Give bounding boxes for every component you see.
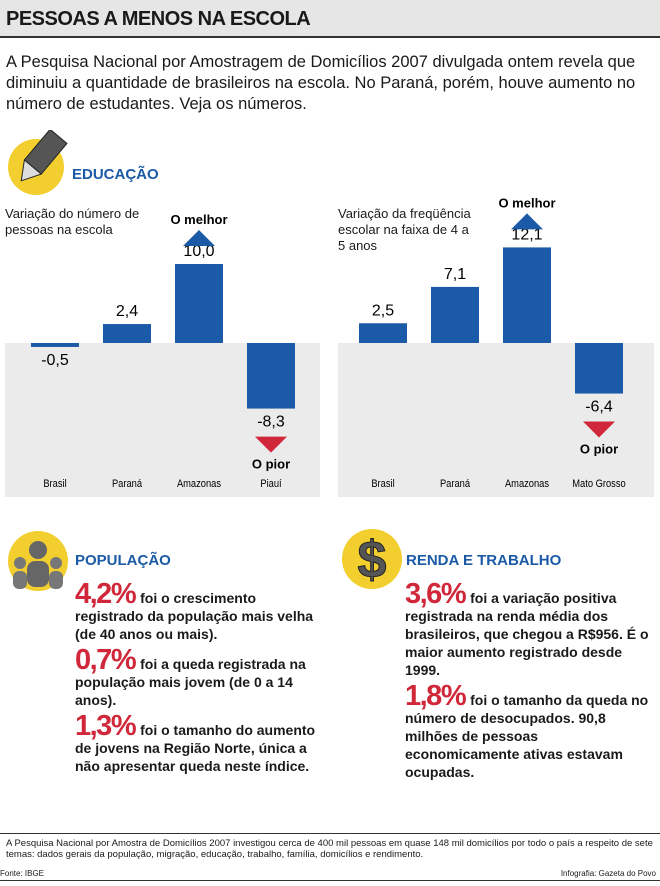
annotation: O pior <box>252 457 290 472</box>
section-title: POPULAÇÃO <box>75 552 171 569</box>
chart-label: Variação da freqüência escolar na faixa … <box>338 206 471 253</box>
value-label: 7,1 <box>444 266 466 283</box>
x-tick-label: Amazonas <box>505 478 549 490</box>
x-tick-label: Mato Grosso <box>572 478 626 490</box>
value-label: 2,4 <box>116 303 138 320</box>
chart-label: Variação do número de pessoas na escola <box>5 206 140 237</box>
income-list: 3,6% foi a variação positiva registrada n… <box>405 580 655 781</box>
highlight: 1,8% <box>405 680 467 712</box>
svg-text:$: $ <box>358 531 387 589</box>
population-icon <box>8 531 68 591</box>
highlight: 0,7% <box>75 644 137 676</box>
best-marker <box>183 230 215 246</box>
bar <box>575 343 623 394</box>
item-text: foi o tamanho do aumento de jovens na Re… <box>75 722 316 774</box>
highlight: 1,3% <box>75 710 137 742</box>
item: 0,7% foi a queda registrada na população … <box>75 646 325 709</box>
bar <box>31 343 79 347</box>
value-label: -6,4 <box>585 399 613 416</box>
population-list: 4,2% foi o crescimento registrado da popu… <box>75 580 325 775</box>
x-tick-label: Brasil <box>43 478 66 490</box>
bar <box>359 323 407 343</box>
section-title: EDUCAÇÃO <box>72 166 159 183</box>
highlight: 3,6% <box>405 578 467 610</box>
annotation: O melhor <box>498 195 555 210</box>
item-text: foi a queda registrada na população mais… <box>75 656 306 708</box>
item: 4,2% foi o crescimento registrado da popu… <box>75 580 325 643</box>
charts: Brasil -0,5 Paraná 2,4 Amazonas 10,0 O melhor P… <box>31 195 626 490</box>
income-icon: $ <box>342 529 402 590</box>
bar <box>175 264 223 343</box>
bar <box>103 324 151 343</box>
header: PESSOAS A MENOS NA ESCOLA <box>0 0 660 38</box>
item: 3,6% foi a variação positiva registrada n… <box>405 580 655 679</box>
header-title: PESSOAS A MENOS NA ESCOLA <box>6 8 311 30</box>
divider <box>0 833 660 834</box>
section-title: RENDA E TRABALHO <box>406 552 562 569</box>
bar <box>247 343 295 409</box>
item-text: foi a variação positiva registrada na re… <box>405 590 649 678</box>
highlight: 4,2% <box>75 578 137 610</box>
item-text: foi o crescimento registrado da populaçã… <box>75 590 314 642</box>
value-label: -8,3 <box>257 414 285 431</box>
x-tick-label: Amazonas <box>177 478 221 490</box>
item: 1,8% foi o tamanho da queda no número de … <box>405 682 655 781</box>
source: Fonte: IBGE <box>0 869 45 878</box>
worst-marker <box>583 421 615 438</box>
x-tick-label: Paraná <box>112 478 142 490</box>
value-label: 10,0 <box>183 243 214 260</box>
value-label: 12,1 <box>511 226 542 243</box>
divider <box>0 880 660 881</box>
footer-note: A Pesquisa Nacional por Amostra de Domic… <box>6 838 653 860</box>
bar <box>431 286 479 343</box>
value-label: 2,5 <box>372 302 394 319</box>
x-tick-label: Brasil <box>371 478 394 490</box>
intro: A Pesquisa Nacional por Amostragem de Do… <box>6 53 636 113</box>
item: 1,3% foi o tamanho do aumento de jovens n… <box>75 712 325 775</box>
x-tick-label: Paraná <box>440 478 470 490</box>
x-tick-label: Piauí <box>260 478 281 490</box>
annotation: O melhor <box>170 212 227 227</box>
credit: Infografia: Gazeta do Povo <box>560 869 656 878</box>
annotation: O pior <box>580 442 618 457</box>
best-marker <box>511 213 543 230</box>
item-text: foi o tamanho da queda no número de deso… <box>405 692 649 780</box>
value-label: -0,5 <box>41 352 69 369</box>
bar <box>503 247 551 343</box>
worst-marker <box>255 436 287 453</box>
education-icon <box>8 130 68 195</box>
